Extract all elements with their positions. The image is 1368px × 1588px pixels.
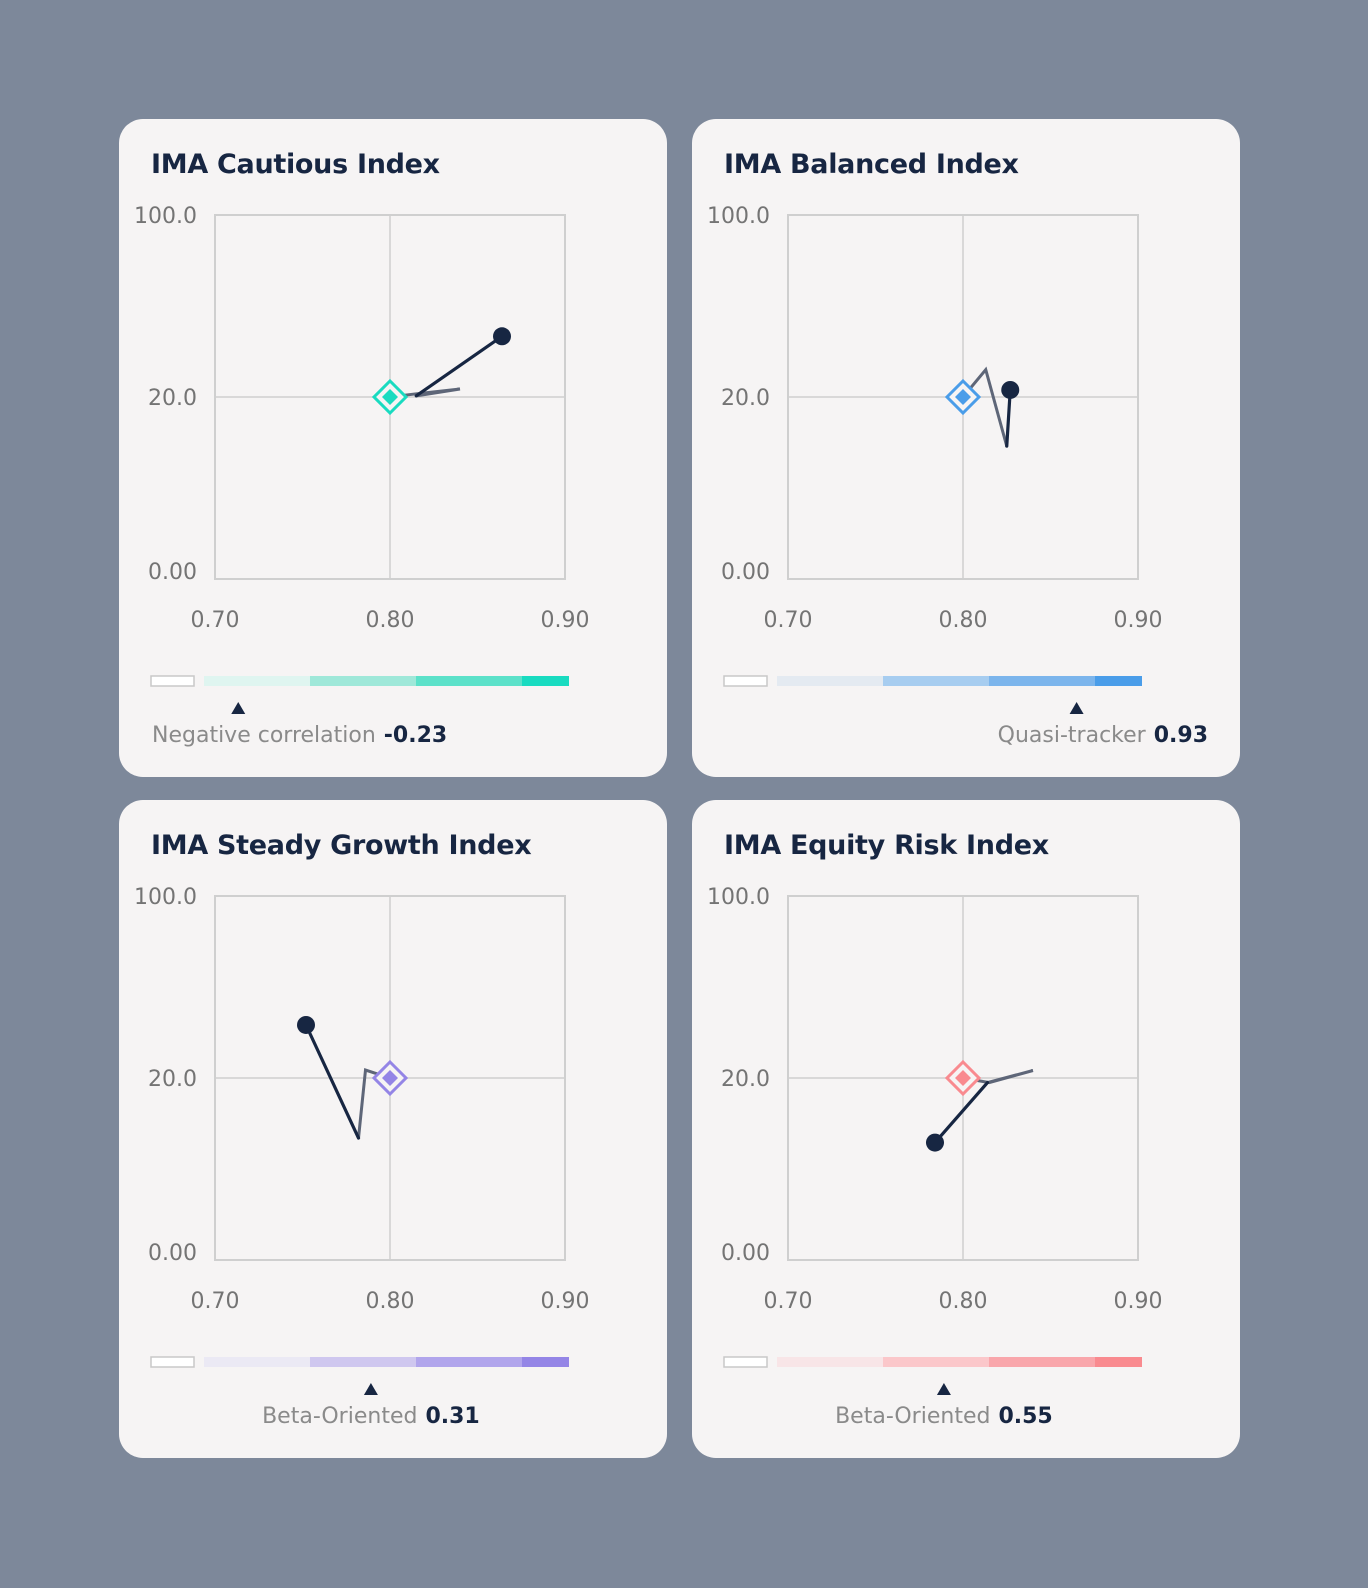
chart-plot: 100.0 20.0 0.00 0.70 0.80 0.90 — [134, 204, 590, 714]
chart-title: IMA Steady Growth Index — [151, 830, 532, 861]
chart-card-steady-growth: IMA Steady Growth Index 100.0 20.0 0.00 0.7… — [119, 800, 667, 1458]
chart-title: IMA Balanced Index — [724, 149, 1019, 180]
y-tick-label: 100.0 — [707, 204, 770, 229]
series-end-point — [493, 327, 511, 346]
scale-segment — [989, 676, 1095, 686]
x-tick-label: 0.80 — [366, 608, 415, 633]
chart-card-equity-risk: IMA Equity Risk Index 100.0 20.0 0.00 0.70 0… — [692, 800, 1240, 1458]
x-tick-label: 0.70 — [191, 1289, 240, 1314]
series-line-recent — [933, 1080, 990, 1145]
x-tick-label: 0.90 — [1114, 608, 1163, 633]
x-tick-label: 0.90 — [541, 1289, 590, 1314]
y-tick-label: 20.0 — [721, 1067, 770, 1092]
y-tick-label: 20.0 — [721, 386, 770, 411]
series-line-recent — [304, 1023, 361, 1140]
chart-title: IMA Cautious Index — [151, 149, 440, 180]
x-tick-label: 0.70 — [764, 608, 813, 633]
chart-title: IMA Equity Risk Index — [724, 830, 1049, 861]
scale-segment — [310, 1357, 416, 1367]
benchmark-diamond-core — [955, 1070, 971, 1086]
scale-segment — [522, 1357, 569, 1367]
caption-label: Beta-Oriented — [835, 1404, 991, 1429]
y-tick-label: 0.00 — [148, 1241, 197, 1266]
scale-segment — [777, 1357, 883, 1367]
x-tick-label: 0.80 — [939, 1289, 988, 1314]
scale-empty-swatch — [723, 1356, 768, 1368]
caption-label: Beta-Oriented — [262, 1404, 418, 1429]
y-tick-label: 0.00 — [148, 560, 197, 585]
scale-segment — [522, 676, 569, 686]
chart-plot: 100.0 20.0 0.00 0.70 0.80 0.90 — [707, 204, 1163, 714]
scale-marker-icon — [936, 1383, 951, 1395]
scale-segment — [883, 1357, 989, 1367]
caption-label: Negative correlation — [152, 723, 376, 748]
x-tick-label: 0.90 — [541, 608, 590, 633]
benchmark-diamond-core — [382, 389, 398, 405]
x-tick-label: 0.80 — [366, 1289, 415, 1314]
chart-card-cautious: IMA Cautious Index 100.0 20.0 0.00 0.70 0.80… — [119, 119, 667, 777]
scale-empty-swatch — [150, 1356, 195, 1368]
scale-segment — [1095, 1357, 1142, 1367]
x-tick-label: 0.70 — [191, 608, 240, 633]
y-tick-label: 100.0 — [134, 885, 197, 910]
scale-marker-icon — [231, 702, 246, 714]
y-tick-label: 100.0 — [707, 885, 770, 910]
chart-caption: Beta-Oriented 0.31 — [262, 1404, 480, 1429]
x-tick-label: 0.70 — [764, 1289, 813, 1314]
scale-marker-icon — [1069, 702, 1084, 714]
scale-segment — [204, 676, 310, 686]
series-line-recent — [414, 334, 504, 398]
chart-caption: Beta-Oriented 0.55 — [835, 1404, 1053, 1429]
scale-empty-swatch — [150, 675, 195, 687]
caption-value: 0.31 — [425, 1404, 480, 1429]
scale-segment — [416, 676, 522, 686]
caption-value: 0.55 — [998, 1404, 1053, 1429]
caption-value: 0.93 — [1153, 723, 1208, 748]
caption-value: -0.23 — [383, 723, 448, 748]
series-end-point — [926, 1133, 944, 1152]
series-line-recent — [1005, 388, 1012, 448]
chart-plot: 100.0 20.0 0.00 0.70 0.80 0.90 — [134, 885, 590, 1395]
y-tick-label: 20.0 — [148, 1067, 197, 1092]
series-end-point — [1001, 380, 1020, 399]
scale-segment — [416, 1357, 522, 1367]
series-end-point — [297, 1015, 315, 1034]
chart-card-balanced: IMA Balanced Index 100.0 20.0 0.00 0.70 0.80… — [692, 119, 1240, 777]
x-tick-label: 0.90 — [1114, 1289, 1163, 1314]
x-tick-label: 0.80 — [939, 608, 988, 633]
benchmark-diamond-core — [382, 1070, 398, 1086]
scale-segment — [310, 676, 416, 686]
y-tick-label: 100.0 — [134, 204, 197, 229]
y-tick-label: 0.00 — [721, 1241, 770, 1266]
scale-segment — [989, 1357, 1095, 1367]
scale-empty-swatch — [723, 675, 768, 687]
chart-plot: 100.0 20.0 0.00 0.70 0.80 0.90 — [707, 885, 1163, 1395]
scale-segment — [777, 676, 883, 686]
scale-segment — [883, 676, 989, 686]
y-tick-label: 20.0 — [148, 386, 197, 411]
caption-label: Quasi-tracker — [997, 723, 1146, 748]
scale-segment — [1095, 676, 1142, 686]
scale-segment — [204, 1357, 310, 1367]
y-tick-label: 0.00 — [721, 560, 770, 585]
chart-caption: Quasi-tracker 0.93 — [998, 723, 1208, 748]
scale-marker-icon — [363, 1383, 378, 1395]
benchmark-diamond-core — [955, 389, 971, 405]
chart-caption: Negative correlation -0.23 — [152, 723, 447, 748]
